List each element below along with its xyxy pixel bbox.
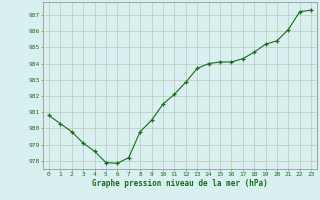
X-axis label: Graphe pression niveau de la mer (hPa): Graphe pression niveau de la mer (hPa) bbox=[92, 179, 268, 188]
